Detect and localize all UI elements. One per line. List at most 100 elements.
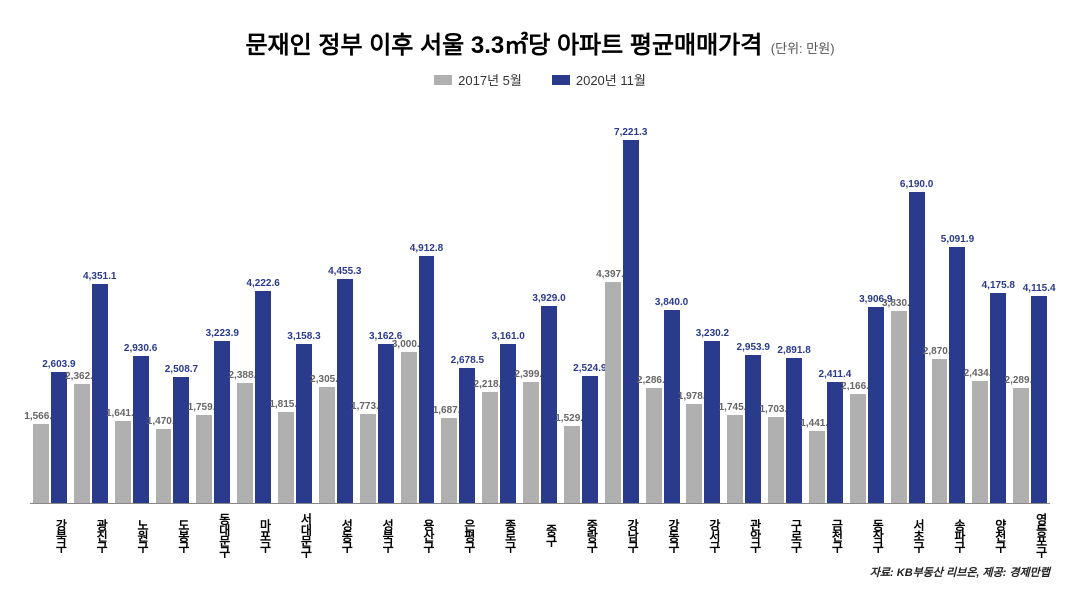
bar-group: 4,397.17,221.3: [602, 101, 642, 503]
bar-group: 2,870.05,091.9: [929, 101, 969, 503]
bar-series-a: 2,399.0: [523, 382, 539, 503]
bar-group: 2,286.73,840.0: [643, 101, 683, 503]
x-tick: 중랑구: [561, 504, 601, 560]
chart-unit: (단위: 만원): [771, 41, 835, 56]
bar-group: 1,441.32,411.4: [806, 101, 846, 503]
bar-group: 2,305.94,455.3: [316, 101, 356, 503]
x-tick: 서대문구: [275, 504, 315, 560]
bar-series-a: 1,745.9: [727, 415, 743, 503]
bar-series-a: 1,470.8: [156, 429, 172, 503]
bar-group: 3,000.14,912.8: [398, 101, 438, 503]
bar-group: 1,815.53,158.3: [275, 101, 315, 503]
x-tick: 은평구: [438, 504, 478, 560]
bar-series-a: 2,305.9: [319, 387, 335, 503]
bar-series-b: 3,929.0: [541, 306, 557, 503]
bar-group: 2,362.74,351.1: [71, 101, 111, 503]
bar-series-a: 1,978.5: [686, 404, 702, 503]
bar-series-a: 1,687.0: [441, 418, 457, 503]
bar-series-b: 3,161.0: [500, 344, 516, 503]
bar-series-b: 4,115.4: [1031, 296, 1047, 503]
bar-series-a: 1,566.5: [33, 424, 49, 503]
bar-series-a: 1,441.3: [809, 431, 825, 503]
x-axis: 강북구광진구노원구도봉구동대문구마포구서대문구성동구성북구용산구은평구종로구중구…: [30, 504, 1050, 560]
bars-wrapper: 1,566.52,603.92,362.74,351.11,641.22,930…: [30, 101, 1050, 503]
bar-group: 1,529.42,524.9: [561, 101, 601, 503]
x-tick: 도봉구: [153, 504, 193, 560]
x-tick: 종로구: [479, 504, 519, 560]
plot-area: 1,566.52,603.92,362.74,351.11,641.22,930…: [30, 101, 1050, 504]
x-tick: 송파구: [929, 504, 969, 560]
bar-series-a: 1,703.4: [768, 417, 784, 503]
bar-series-b: 2,524.9: [582, 376, 598, 503]
bar-group: 1,978.53,230.2: [684, 101, 724, 503]
bar-series-a: 2,289.7: [1013, 388, 1029, 503]
bar-series-a: 2,218.3: [482, 392, 498, 503]
bar-series-a: 1,815.5: [278, 412, 294, 503]
x-tick: 강북구: [30, 504, 70, 560]
bar-group: 1,641.22,930.6: [112, 101, 152, 503]
bar-series-b: 4,175.8: [990, 293, 1006, 503]
bar-series-b: 4,222.6: [255, 291, 271, 503]
bar-series-b: 2,603.9: [51, 372, 67, 503]
x-tick: 관악구: [724, 504, 764, 560]
bar-series-a: 2,388.4: [237, 383, 253, 503]
x-tick: 중구: [520, 504, 560, 560]
chart-title: 문재인 정부 이후 서울 3.3㎡당 아파트 평균매매가격: [245, 32, 762, 59]
bar-series-b: 3,162.6: [378, 344, 394, 503]
x-tick: 강동구: [643, 504, 683, 560]
x-tick: 동대문구: [193, 504, 233, 560]
legend-label-b: 2020년 11월: [576, 70, 646, 89]
bar-series-b: 4,351.1: [92, 284, 108, 503]
legend-item-b: 2020년 11월: [552, 70, 646, 89]
bar-group: 3,830.66,190.0: [888, 101, 928, 503]
bar-series-a: 2,362.7: [74, 384, 90, 503]
bar-series-b: 2,891.8: [786, 358, 802, 503]
x-tick: 강서구: [684, 504, 724, 560]
bar-series-b: 3,906.9: [868, 307, 884, 503]
bar-series-a: 3,830.6: [891, 311, 907, 503]
bar-group: 1,759.23,223.9: [193, 101, 233, 503]
bar-series-b: 7,221.3: [623, 140, 639, 503]
bar-series-a: 2,166.0: [850, 394, 866, 503]
x-tick: 영등포구: [1010, 504, 1050, 560]
x-tick: 용산구: [398, 504, 438, 560]
bar-group: 2,218.33,161.0: [479, 101, 519, 503]
x-tick: 양천구: [969, 504, 1009, 560]
bar-series-b: 2,930.6: [133, 356, 149, 503]
x-tick: 동작구: [847, 504, 887, 560]
legend-label-a: 2017년 5월: [458, 70, 522, 89]
legend-swatch-b: [552, 75, 570, 85]
x-tick: 노원구: [112, 504, 152, 560]
bar-series-a: 1,759.2: [196, 415, 212, 503]
legend-swatch-a: [434, 75, 452, 85]
x-tick: 강남구: [602, 504, 642, 560]
legend: 2017년 5월 2020년 11월: [30, 70, 1050, 89]
bar-series-a: 1,641.2: [115, 421, 131, 503]
bar-series-b: 4,912.8: [419, 256, 435, 503]
bar-series-b: 2,508.7: [173, 377, 189, 503]
bar-group: 2,388.44,222.6: [234, 101, 274, 503]
x-tick: 성북구: [357, 504, 397, 560]
bar-series-b: 3,223.9: [214, 341, 230, 503]
bar-series-b: 3,158.3: [296, 344, 312, 503]
bar-group: 2,434.74,175.8: [969, 101, 1009, 503]
source-text: 자료: KB부동산 리브온, 제공: 경제만랩: [30, 564, 1050, 580]
x-tick: 서초구: [888, 504, 928, 560]
x-tick: 광진구: [71, 504, 111, 560]
bar-group: 1,745.92,953.9: [724, 101, 764, 503]
bar-series-a: 1,529.4: [564, 426, 580, 503]
bar-group: 1,566.52,603.9: [30, 101, 70, 503]
bar-group: 2,399.03,929.0: [520, 101, 560, 503]
bar-group: 1,703.42,891.8: [765, 101, 805, 503]
bar-group: 2,289.74,115.4: [1010, 101, 1050, 503]
bar-group: 2,166.03,906.9: [847, 101, 887, 503]
bar-series-a: 1,773.7: [360, 414, 376, 503]
bar-series-a: 3,000.1: [401, 352, 417, 503]
bar-series-a: 4,397.1: [605, 282, 621, 503]
bar-series-b: 3,840.0: [664, 310, 680, 503]
bar-group: 1,773.73,162.6: [357, 101, 397, 503]
legend-item-a: 2017년 5월: [434, 70, 522, 89]
bar-series-b: 3,230.2: [704, 341, 720, 503]
x-tick: 마포구: [234, 504, 274, 560]
bar-label-b: 4,115.4: [1023, 283, 1056, 294]
